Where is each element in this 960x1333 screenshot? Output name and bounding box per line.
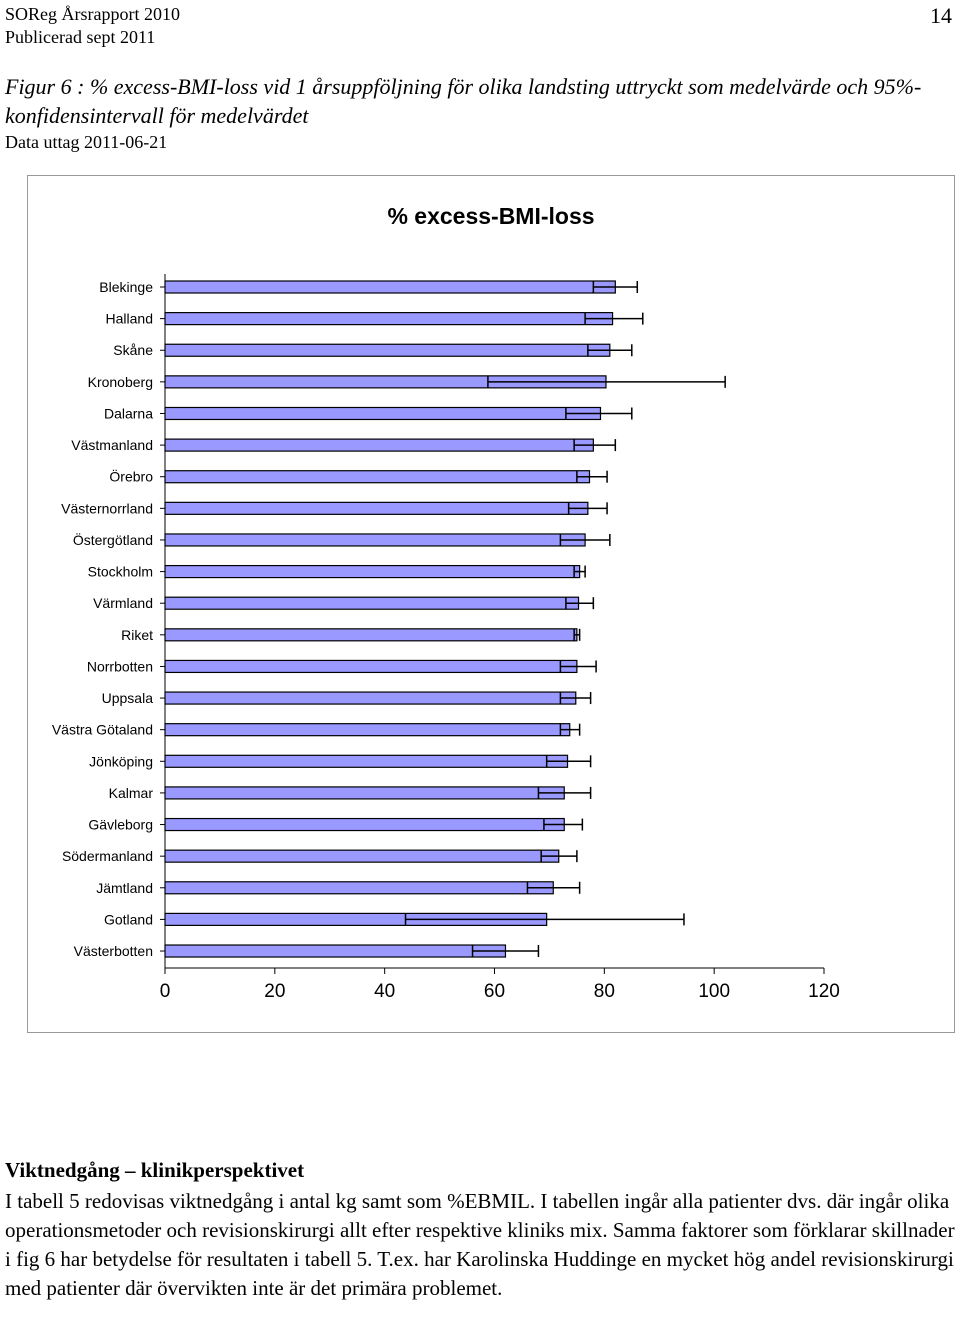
bar [164,628,578,642]
bar [164,438,594,452]
bar [164,533,586,547]
x-tick-label: 60 [484,981,505,1002]
category-label: Gotland [104,911,153,927]
chart-svg: % excess-BMI-loss Blekinge Halland Skåne Kr… [52,203,840,1002]
bar [164,849,560,863]
bar [164,659,578,674]
x-tick-label: 0 [160,981,171,1002]
category-label: Kalmar [109,785,154,801]
x-tick-label: 40 [374,981,395,1002]
category-label: Västmanland [71,437,153,453]
category-label: Blekinge [99,279,153,295]
bar [164,564,581,579]
bar [164,944,507,958]
category-label: Uppsala [102,690,154,706]
bar [164,596,580,610]
x-tick-label: 100 [698,981,730,1002]
category-label: Örebro [109,468,153,485]
bar [164,312,614,326]
chart-title: % excess-BMI-loss [387,203,594,229]
bar [164,470,591,484]
category-label: Halland [106,311,153,327]
bar [164,723,571,737]
figure-caption: Figur 6 : % excess-BMI-loss vid 1 årsupp… [5,74,922,128]
category-label: Västra Götaland [52,722,153,738]
category-label: Södermanland [62,848,153,864]
category-label: Västerbotten [74,943,153,959]
data-extraction-date: Data uttag 2011-06-21 [5,132,168,152]
category-label: Jönköping [89,753,153,769]
publication-date: Publicerad sept 2011 [5,27,156,47]
report-title: SOReg Årsrapport 2010 [5,4,180,24]
x-tick-label: 80 [594,981,615,1002]
category-label: Värmland [93,595,153,611]
category-label: Norrbotten [87,658,153,674]
plot-area: Blekinge Halland Skåne Kronoberg Dalarna Väst… [52,274,840,1002]
chart-frame: % excess-BMI-loss Blekinge Halland Skåne Kr… [27,175,955,1033]
bar [164,786,565,800]
bar [164,754,569,768]
category-label: Dalarna [104,405,153,421]
bar [164,280,616,294]
x-tick-label: 120 [808,981,840,1002]
x-tick-label: 20 [264,981,285,1002]
bar [164,817,565,832]
bar [164,501,589,515]
bar [164,881,554,895]
body-paragraph: I tabell 5 redovisas viktnedgång i antal… [5,1189,955,1300]
bar [164,691,577,705]
category-label: Gävleborg [88,817,153,833]
category-label: Västernorrland [61,500,153,516]
category-label: Riket [121,627,153,643]
category-label: Kronoberg [88,374,153,390]
bar [164,406,602,421]
page-number: 14 [930,3,952,28]
category-label: Jämtland [96,880,153,896]
category-label: Stockholm [88,564,153,580]
category-label: Östergötland [73,531,153,548]
category-label: Skåne [113,342,153,358]
bar [164,343,611,357]
section-heading: Viktnedgång – klinikperspektivet [5,1158,305,1182]
